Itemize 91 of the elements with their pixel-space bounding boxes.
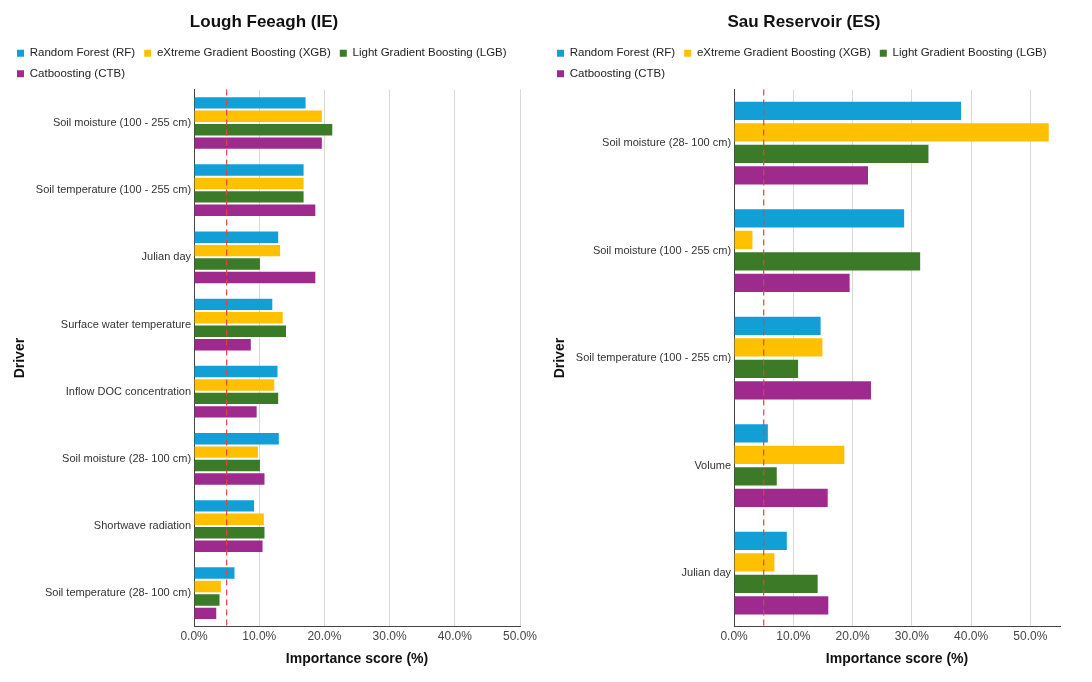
x-tick-label: 40.0% bbox=[954, 629, 989, 644]
bar bbox=[194, 567, 235, 579]
legend-label: eXtreme Gradient Boosting (XGB) bbox=[156, 46, 331, 59]
bar bbox=[194, 446, 258, 458]
x-tick-label: 20.0% bbox=[835, 629, 870, 644]
bar bbox=[194, 258, 260, 270]
bar bbox=[194, 110, 322, 122]
bar bbox=[194, 392, 279, 405]
bar bbox=[194, 607, 217, 620]
bar bbox=[194, 271, 316, 284]
legend-label: Random Forest (RF) bbox=[29, 46, 136, 59]
bar bbox=[734, 123, 1049, 142]
legend-label: Light Gradient Boosting (LGB) bbox=[892, 46, 1047, 59]
y-tick-label: Soil moisture (28- 100 cm) bbox=[62, 451, 192, 464]
bar bbox=[194, 97, 306, 109]
bar bbox=[734, 166, 869, 185]
bar bbox=[734, 553, 775, 572]
legend-label: eXtreme Gradient Boosting (XGB) bbox=[696, 46, 871, 59]
y-tick-label: Soil temperature (100 - 255 cm) bbox=[35, 183, 192, 196]
bar bbox=[194, 177, 304, 190]
bar bbox=[734, 273, 850, 292]
bar bbox=[194, 500, 255, 512]
x-tick-label: 30.0% bbox=[894, 629, 930, 644]
bar bbox=[194, 594, 220, 606]
bar bbox=[734, 230, 753, 250]
bar bbox=[734, 144, 929, 164]
x-axis-title: Importance score (%) bbox=[825, 650, 969, 667]
legend-label: Catboosting (CTB) bbox=[569, 66, 666, 79]
bar bbox=[194, 191, 304, 203]
bar bbox=[194, 379, 275, 391]
bar bbox=[194, 325, 286, 337]
bar bbox=[734, 381, 871, 400]
x-tick-label: 10.0% bbox=[242, 629, 277, 644]
y-axis-title: Driver bbox=[551, 337, 568, 379]
bar bbox=[734, 424, 768, 443]
y-tick-label: Surface water temperature bbox=[60, 317, 192, 330]
y-tick-label: Soil moisture (100 - 255 cm) bbox=[592, 243, 732, 256]
x-tick-label: 20.0% bbox=[307, 629, 342, 644]
bar bbox=[194, 312, 283, 324]
bar bbox=[734, 574, 818, 593]
y-tick-label: Soil moisture (100 - 255 cm) bbox=[52, 116, 192, 129]
x-tick-label: 10.0% bbox=[776, 629, 811, 644]
bar bbox=[734, 338, 823, 357]
bar bbox=[194, 527, 265, 539]
bar bbox=[734, 596, 829, 615]
bar bbox=[194, 459, 260, 472]
y-tick-label: Volume bbox=[694, 458, 732, 471]
legend-label: Light Gradient Boosting (LGB) bbox=[352, 46, 507, 59]
y-tick-label: Soil temperature (28- 100 cm) bbox=[44, 586, 192, 599]
bar bbox=[194, 124, 333, 136]
bar bbox=[734, 316, 821, 335]
bar bbox=[194, 164, 304, 176]
bar bbox=[734, 467, 777, 486]
bar bbox=[734, 531, 787, 550]
y-tick-label: Julian day bbox=[141, 250, 192, 263]
bar bbox=[734, 359, 799, 378]
bar bbox=[194, 137, 322, 149]
bar bbox=[194, 231, 279, 243]
bar bbox=[734, 445, 845, 464]
y-tick-label: Soil temperature (100 - 255 cm) bbox=[575, 351, 732, 364]
y-tick-label: Shortwave radiation bbox=[93, 519, 192, 532]
bar bbox=[194, 540, 263, 552]
chart-title: Sau Reservoir (ES) bbox=[727, 11, 881, 31]
bar bbox=[734, 101, 962, 121]
x-tick-label: 0.0% bbox=[180, 629, 209, 644]
legend-label: Random Forest (RF) bbox=[569, 46, 676, 59]
bar bbox=[194, 338, 251, 351]
bar bbox=[194, 433, 279, 445]
bar bbox=[734, 209, 905, 228]
bar bbox=[194, 580, 221, 593]
x-tick-label: 50.0% bbox=[502, 629, 538, 644]
y-axis-title: Driver bbox=[11, 337, 28, 379]
y-tick-label: Julian day bbox=[681, 566, 732, 579]
x-axis-title: Importance score (%) bbox=[285, 650, 429, 667]
bar bbox=[194, 244, 281, 257]
x-tick-label: 50.0% bbox=[1013, 629, 1048, 644]
bar bbox=[734, 488, 828, 507]
bar bbox=[194, 473, 265, 485]
x-tick-label: 0.0% bbox=[720, 629, 749, 644]
bar bbox=[194, 365, 278, 378]
x-tick-label: 40.0% bbox=[437, 629, 473, 644]
bar bbox=[194, 406, 257, 418]
x-tick-label: 30.0% bbox=[372, 629, 407, 644]
bar bbox=[734, 252, 921, 271]
chart-title: Lough Feeagh (IE) bbox=[189, 11, 339, 31]
bar bbox=[194, 204, 316, 217]
bar bbox=[194, 298, 273, 311]
y-tick-label: Soil moisture (28- 100 cm) bbox=[602, 136, 732, 149]
bar bbox=[194, 513, 264, 526]
legend-label: Catboosting (CTB) bbox=[29, 66, 126, 79]
y-tick-label: Inflow DOC concentration bbox=[65, 384, 192, 397]
